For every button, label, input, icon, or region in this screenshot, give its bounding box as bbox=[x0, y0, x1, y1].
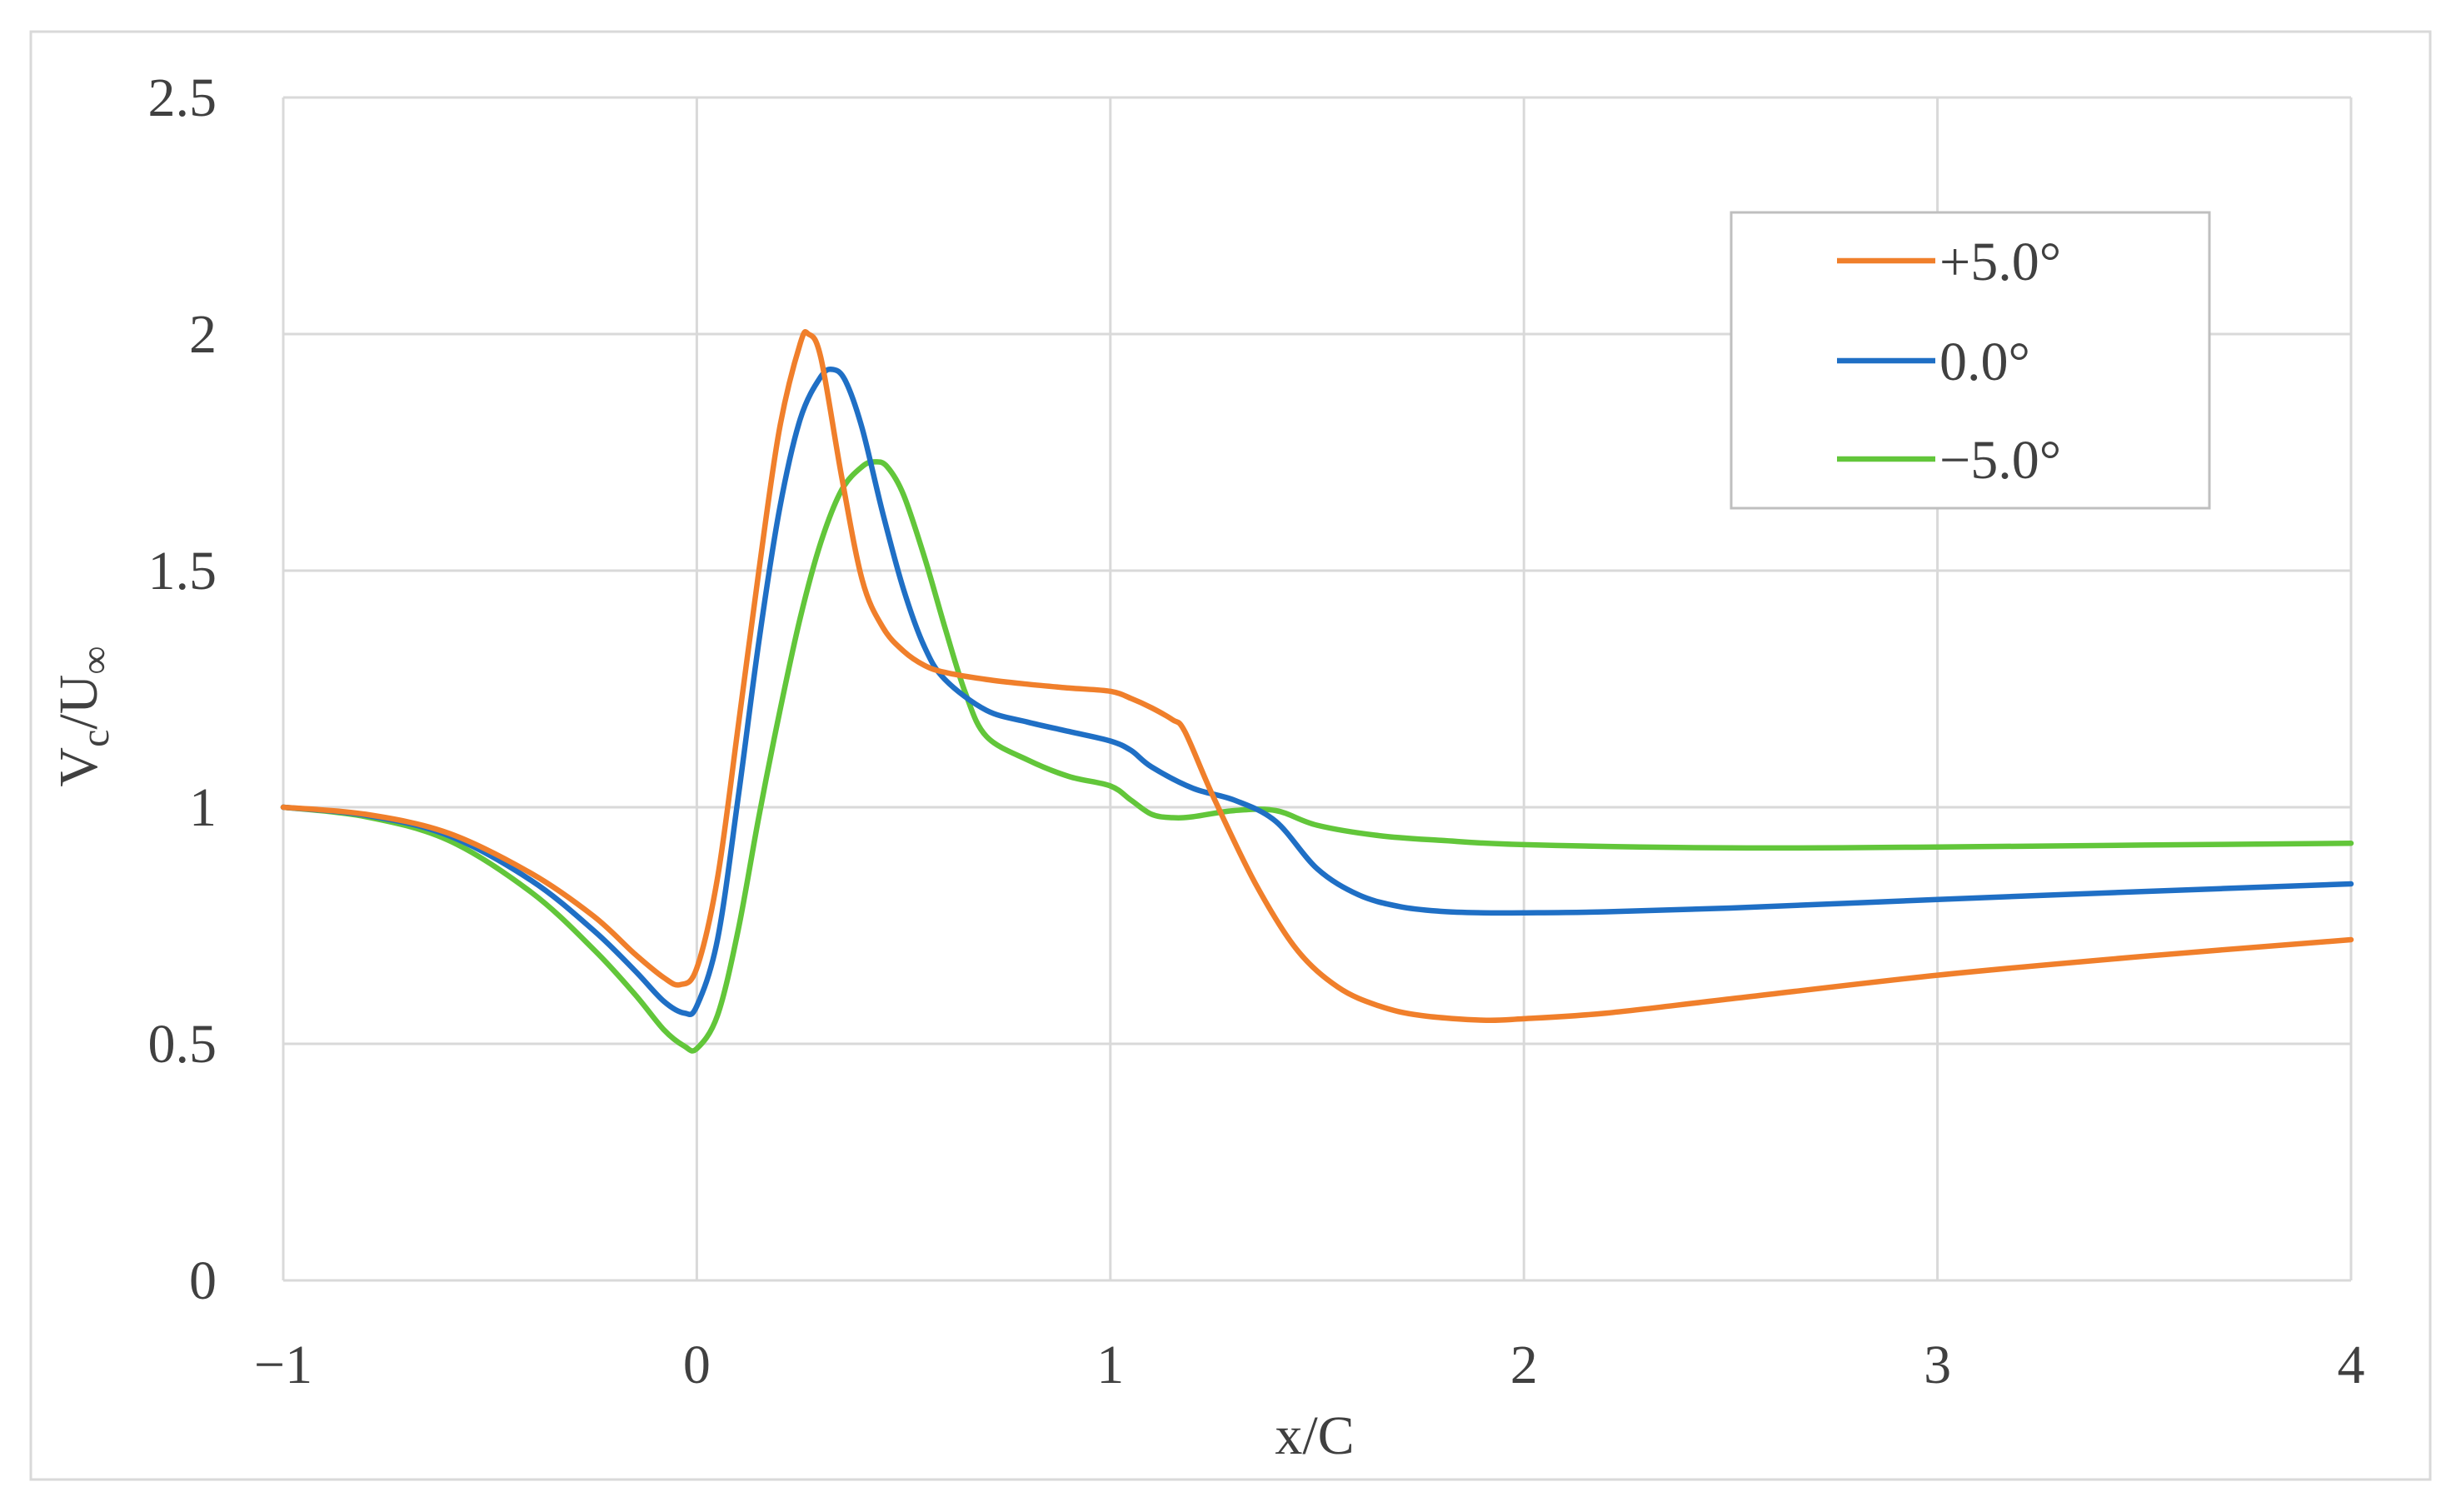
series-line-zero bbox=[280, 366, 2354, 1017]
x-tick-label-1: 0 bbox=[683, 1335, 711, 1395]
y-tick-label-2: 1 bbox=[189, 777, 217, 838]
series-line-minus5 bbox=[280, 459, 2354, 1054]
legend-label-zero: 0.0° bbox=[1939, 332, 2030, 392]
y-axis-ticks: 0 0.5 1 1.5 2 2.5 bbox=[148, 67, 217, 1311]
x-tick-label-3: 2 bbox=[1510, 1335, 1538, 1395]
x-tick-label-2: 1 bbox=[1096, 1335, 1124, 1395]
legend-label-plus5: +5.0° bbox=[1939, 232, 2061, 292]
x-axis-ticks: −1 0 1 2 3 4 bbox=[254, 1335, 2365, 1395]
x-tick-label-5: 4 bbox=[2338, 1335, 2365, 1395]
x-axis-title: x/C bbox=[1275, 1405, 1354, 1466]
y-tick-label-3: 1.5 bbox=[148, 541, 217, 601]
y-tick-label-4: 2 bbox=[189, 304, 217, 365]
y-tick-label-5: 2.5 bbox=[148, 67, 217, 128]
legend-label-minus5: −5.0° bbox=[1939, 430, 2061, 491]
y-tick-label-1: 0.5 bbox=[148, 1014, 217, 1075]
series-line-plus5 bbox=[280, 329, 2354, 1024]
legend: +5.0° 0.0° −5.0° bbox=[1730, 211, 2211, 510]
y-tick-label-0: 0 bbox=[189, 1250, 217, 1311]
y-axis-title: Vc/U∞ bbox=[48, 646, 117, 786]
x-tick-label-0: −1 bbox=[254, 1335, 312, 1395]
legend-box bbox=[1730, 211, 2211, 510]
series-layer bbox=[280, 329, 2354, 1054]
x-tick-label-4: 3 bbox=[1924, 1335, 1951, 1395]
